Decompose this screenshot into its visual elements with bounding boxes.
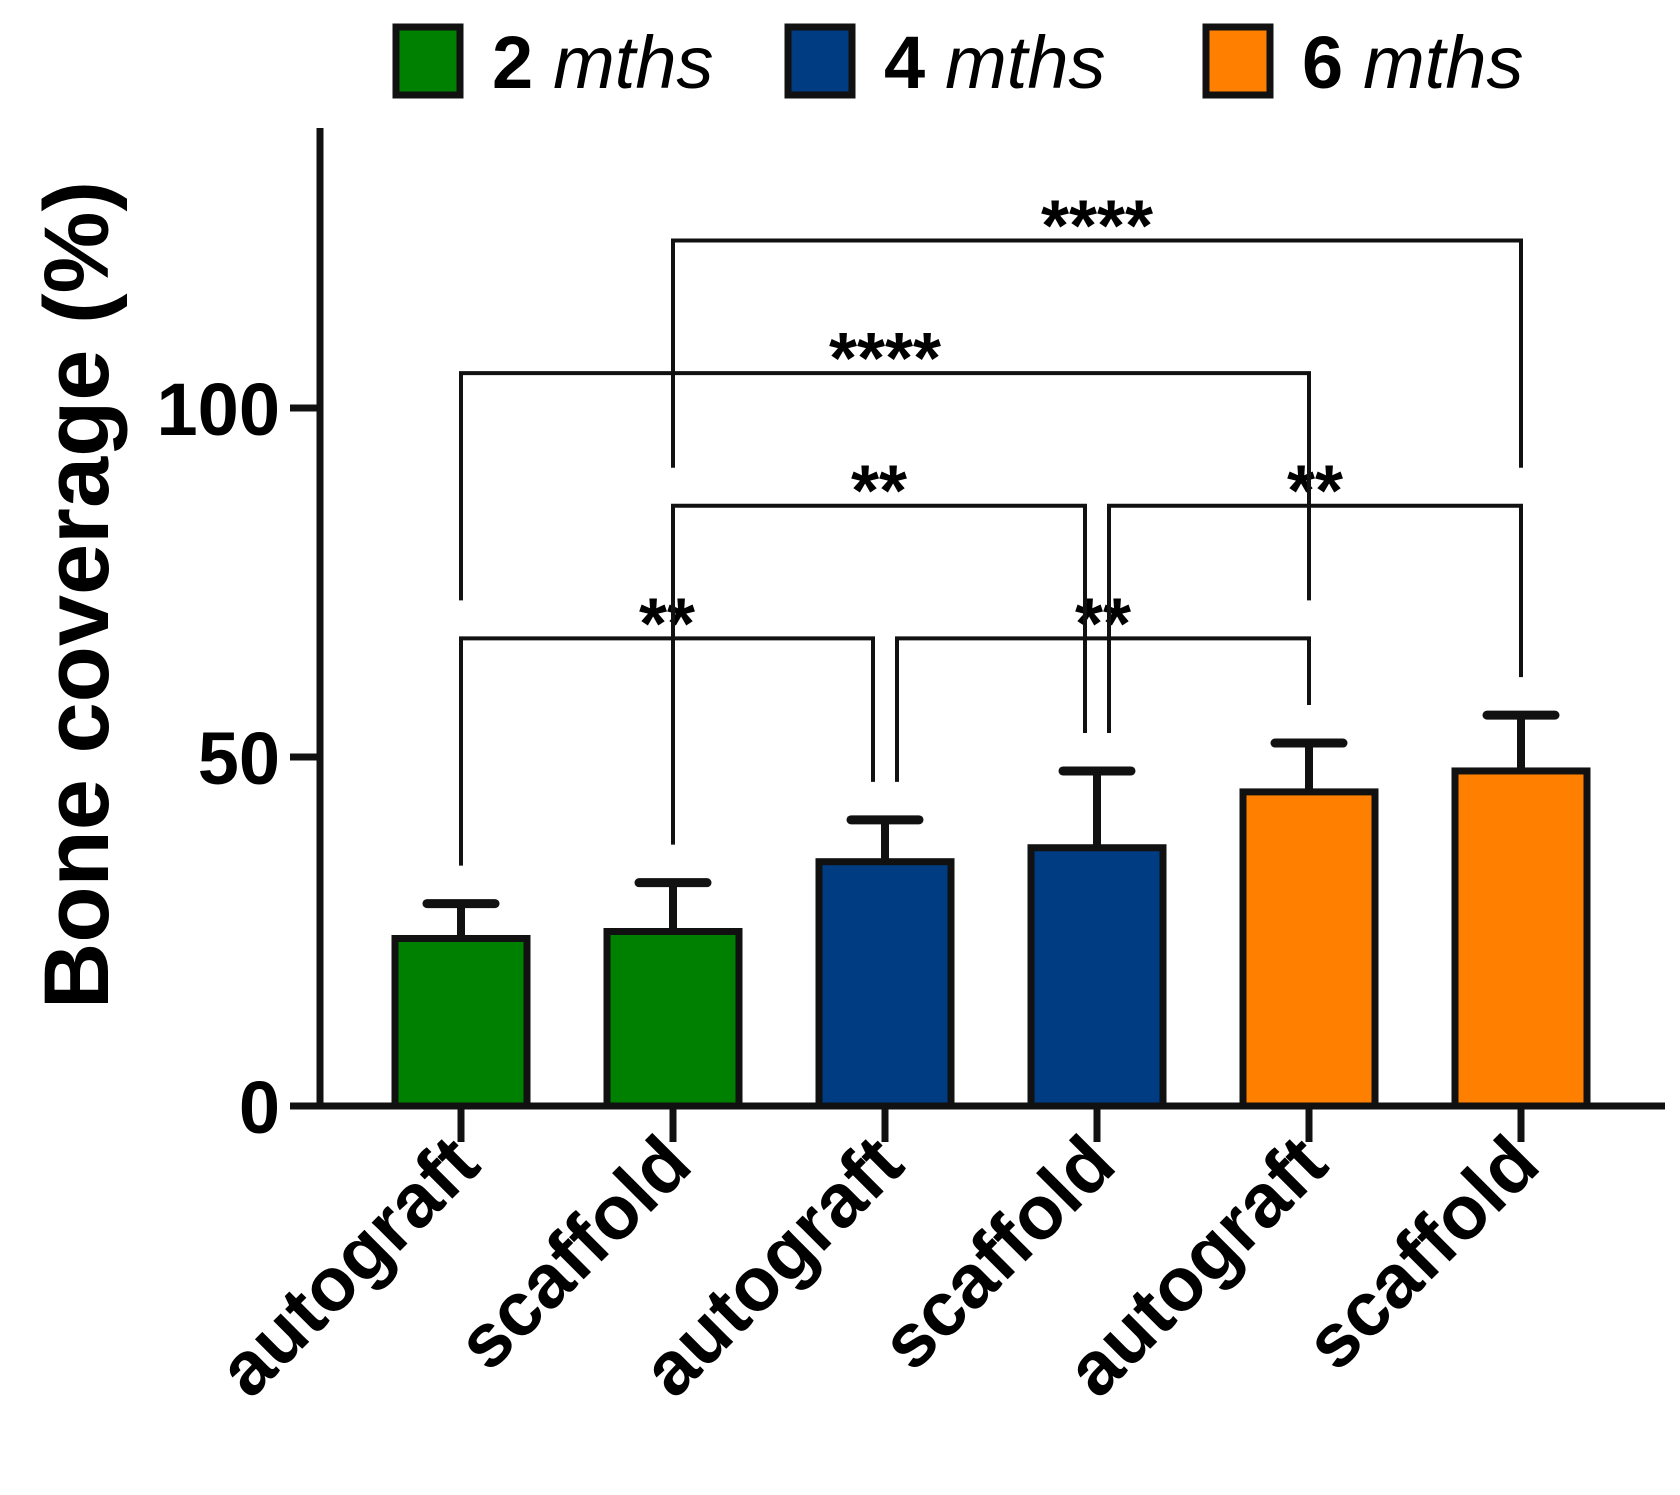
legend-number-4-mths: 4 bbox=[884, 21, 925, 104]
x-ticks: autograftscaffoldautograftscaffoldautogr… bbox=[202, 1106, 1555, 1413]
legend-label-2-mths: 2 mths bbox=[492, 21, 714, 104]
significance-bracket-line bbox=[671, 503, 1087, 845]
significance-label: **** bbox=[1041, 186, 1153, 266]
error-bar bbox=[634, 878, 712, 932]
legend-unit-2-mths: mths bbox=[553, 21, 713, 104]
bar bbox=[391, 934, 531, 1110]
legend-swatch-6-mths bbox=[1202, 23, 1274, 99]
significance-bracket-line bbox=[459, 636, 875, 866]
y-tick-label: 50 bbox=[198, 717, 280, 800]
legend-unit-6-mths: mths bbox=[1363, 21, 1523, 104]
significance-bracket: **** bbox=[671, 186, 1523, 468]
x-tick-label: autograft bbox=[202, 1120, 495, 1413]
legend-entry-2-mths: 2 mths bbox=[392, 21, 714, 104]
significance-label: ** bbox=[1287, 452, 1343, 532]
legend-number-2-mths: 2 bbox=[492, 21, 533, 104]
significance-bracket: ** bbox=[1107, 452, 1523, 733]
y-axis-label: Bone coverage (%) bbox=[26, 181, 128, 1009]
legend-label-4-mths: 4 mths bbox=[884, 21, 1106, 104]
significance-bracket: ** bbox=[459, 584, 875, 866]
error-bars bbox=[422, 710, 1560, 939]
significance-bracket-line bbox=[1107, 503, 1523, 733]
error-bar bbox=[1482, 710, 1560, 771]
bar bbox=[603, 928, 743, 1110]
significance-bracket: ** bbox=[671, 452, 1087, 845]
significance-bracket: **** bbox=[459, 319, 1311, 601]
legend-swatch-4-mths bbox=[784, 23, 856, 99]
legend-number-6-mths: 6 bbox=[1302, 21, 1343, 104]
x-tick-label: scaffold bbox=[1289, 1120, 1555, 1386]
y-ticks: 0 50 100 bbox=[157, 368, 320, 1149]
significance-bracket-line bbox=[459, 371, 1311, 601]
error-bar bbox=[1058, 766, 1136, 848]
error-bar bbox=[846, 815, 924, 862]
bar bbox=[815, 858, 955, 1110]
y-tick-label: 0 bbox=[239, 1066, 280, 1149]
legend-unit-4-mths: mths bbox=[945, 21, 1105, 104]
bars bbox=[391, 767, 1591, 1110]
legend-label-6-mths: 6 mths bbox=[1302, 21, 1524, 104]
error-bar bbox=[422, 899, 500, 939]
significance-brackets: ** **** ********** bbox=[459, 186, 1523, 866]
bar bbox=[1027, 844, 1167, 1110]
legend: 2 mths 4 mths 6 mths bbox=[392, 21, 1524, 104]
significance-bracket: ** bbox=[895, 584, 1311, 782]
significance-label: ** bbox=[639, 584, 695, 664]
significance-bracket-line bbox=[895, 636, 1311, 782]
bar bbox=[1451, 767, 1591, 1110]
legend-swatch-2-mths bbox=[392, 23, 464, 99]
legend-entry-6-mths: 6 mths bbox=[1202, 21, 1524, 104]
y-tick-label: 100 bbox=[157, 368, 280, 451]
error-bar bbox=[1270, 738, 1348, 792]
legend-entry-4-mths: 4 mths bbox=[784, 21, 1106, 104]
significance-bracket-line bbox=[671, 238, 1523, 468]
significance-label: **** bbox=[829, 319, 941, 399]
significance-label: ** bbox=[851, 452, 907, 532]
bar bbox=[1239, 788, 1379, 1110]
